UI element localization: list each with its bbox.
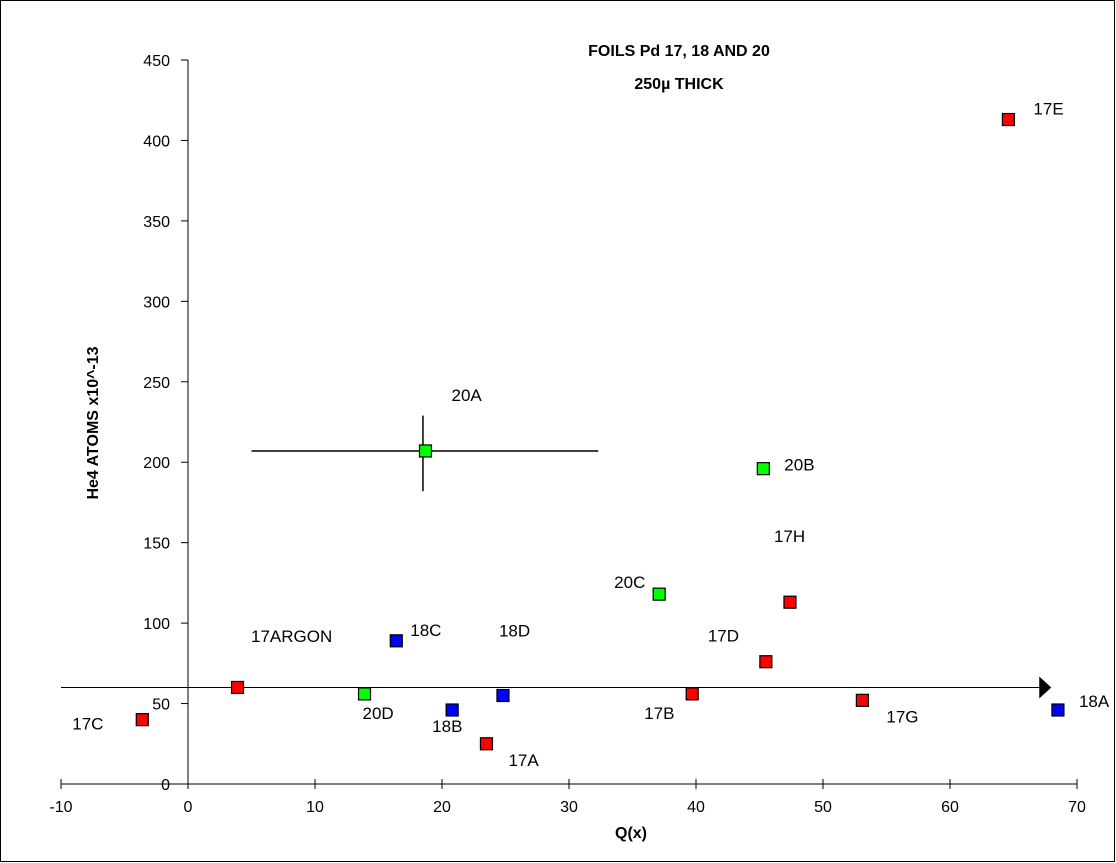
x-tick-label: 30 (560, 799, 578, 816)
y-tick-label: 300 (143, 294, 170, 311)
point-labels-layer: 17A 17B 17C 17D 17E 17G 17H 17ARGON 18A 18B 18C 18D… (72, 100, 1110, 770)
x-tick-label: 70 (1068, 799, 1086, 816)
y-tick-label: 150 (143, 536, 170, 553)
point-label-20d: 20D (363, 704, 394, 723)
x-tick-label: 50 (814, 799, 832, 816)
data-point-20a (418, 444, 433, 458)
y-tick-label: 350 (143, 214, 170, 231)
point-label-20c: 20C (614, 573, 645, 592)
data-point-20b (756, 462, 770, 476)
point-label-17h: 17H (774, 527, 805, 546)
axes-layer: -10 0 10 20 30 40 50 60 70 0 50 100 150 200 250 300 350 4… (49, 53, 1086, 816)
point-label-17d: 17D (708, 627, 739, 646)
x-tick-label: 0 (184, 799, 193, 816)
data-point-18c (389, 634, 403, 648)
point-label-20b: 20B (784, 456, 814, 475)
point-label-18a: 18A (1079, 692, 1110, 711)
data-point-18b (445, 703, 459, 717)
y-axis-title: He4 ATOMS x10^-13 (85, 346, 102, 499)
data-point-20d (357, 687, 372, 701)
point-label-17a: 17A (508, 751, 539, 770)
point-label-18c: 18C (410, 621, 441, 640)
data-point-18d (496, 688, 510, 703)
x-tick-label: -10 (49, 799, 72, 816)
x-tick-label: 20 (433, 799, 451, 816)
data-point-17d (759, 655, 773, 669)
chart-title-line-2: 250µ THICK (634, 76, 724, 93)
point-label-17c: 17C (72, 715, 103, 734)
reference-line-layer (61, 676, 1052, 699)
data-point-17h (783, 595, 797, 609)
y-tick-label: 250 (143, 375, 170, 392)
point-label-17argon: 17ARGON (251, 627, 332, 646)
points-layer (135, 112, 1065, 751)
x-tick-label: 60 (941, 799, 959, 816)
point-label-17b: 17B (644, 704, 674, 723)
data-point-18a (1051, 703, 1065, 717)
chart-title-line-1: FOILS Pd 17, 18 AND 20 (588, 43, 770, 60)
reference-line-arrowhead (1039, 676, 1052, 699)
x-tick-label: 10 (306, 799, 324, 816)
x-axis-title: Q(x) (615, 825, 647, 842)
y-tick-label: 450 (143, 53, 170, 70)
y-tick-label: 0 (161, 777, 170, 794)
y-tick-label: 200 (143, 455, 170, 472)
data-point-17c (135, 713, 149, 727)
point-label-17g: 17G (886, 707, 918, 726)
data-point-17b (685, 687, 699, 701)
data-point-17argon (230, 680, 245, 695)
point-label-20a: 20A (451, 386, 482, 405)
point-label-17e: 17E (1033, 100, 1063, 119)
data-point-20c (652, 587, 666, 601)
y-tick-label: 50 (152, 697, 170, 714)
y-tick-label: 100 (143, 616, 170, 633)
data-point-17g (855, 693, 869, 707)
point-label-18b: 18B (432, 717, 462, 736)
y-tick-label: 400 (143, 133, 170, 150)
data-point-17a (479, 737, 494, 751)
point-label-18d: 18D (499, 622, 530, 641)
x-tick-label: 40 (687, 799, 705, 816)
data-point-17e (1001, 112, 1016, 127)
